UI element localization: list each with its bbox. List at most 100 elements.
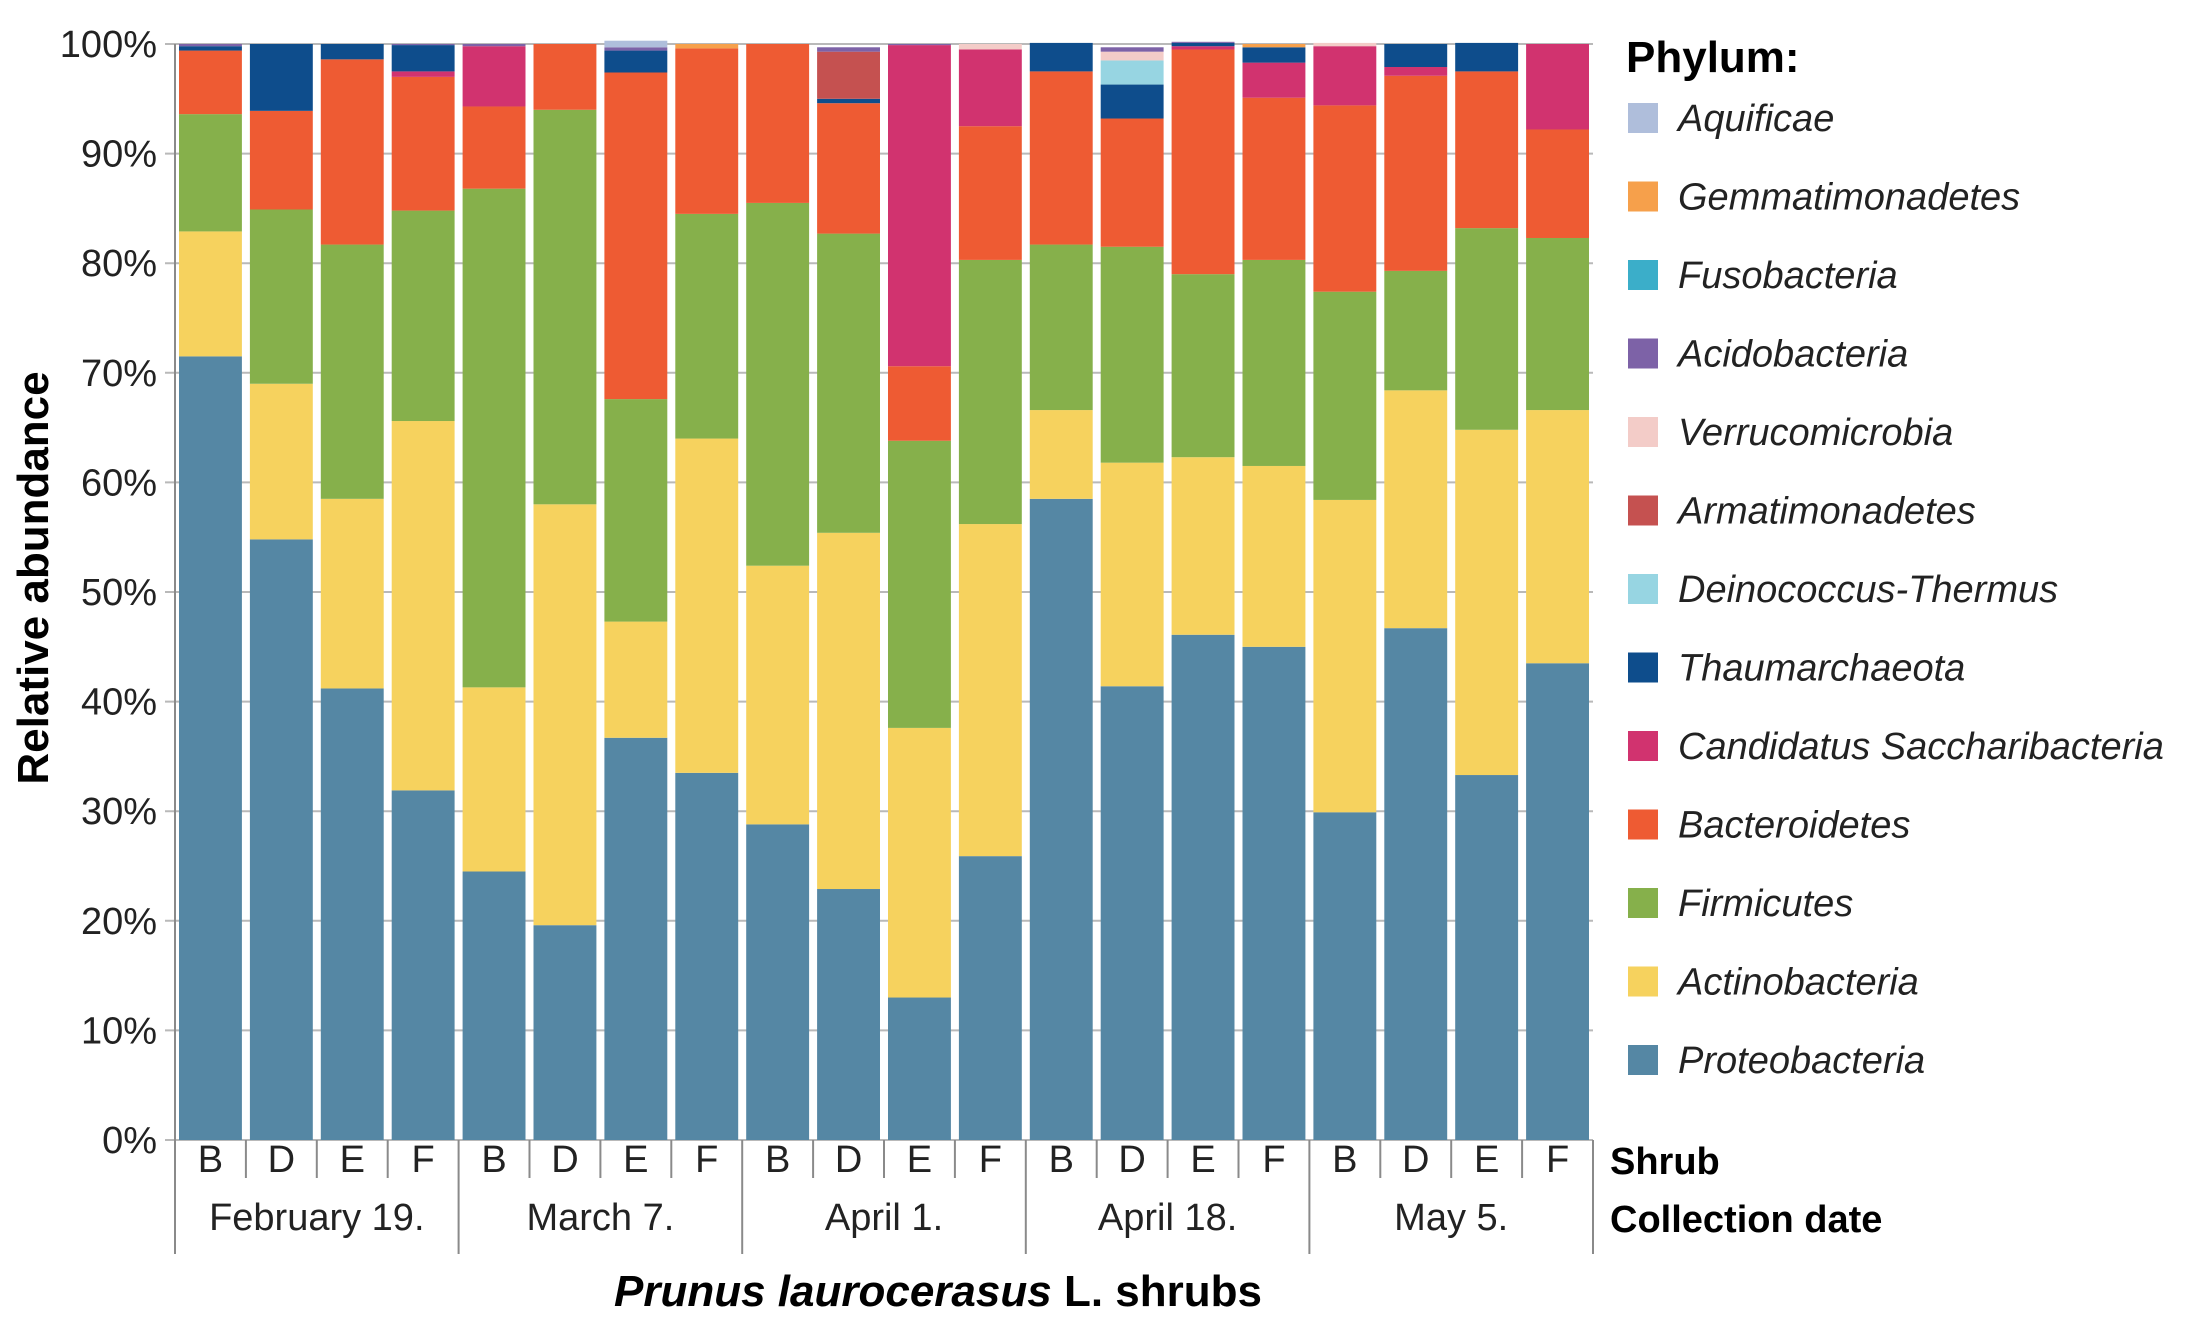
x-tick-label: F	[1546, 1139, 1569, 1181]
y-tick-label: 30%	[81, 791, 157, 833]
legend-label: Gemmatimonadetes	[1678, 177, 2020, 219]
bar-segment	[1384, 44, 1448, 68]
legend-label: Verrucomicrobia	[1678, 412, 1953, 454]
x-tick-label: E	[340, 1139, 365, 1181]
x-tick-label: F	[412, 1139, 435, 1181]
y-tick-label: 100%	[60, 24, 157, 66]
bar-segment	[888, 44, 951, 46]
bar-segment	[817, 103, 880, 234]
bar-segment	[462, 46, 526, 107]
bar-segment	[391, 44, 455, 46]
bar-segment	[462, 188, 526, 688]
y-tick-label: 80%	[81, 243, 157, 285]
bar-segment	[746, 824, 810, 1140]
x-tick-label: D	[268, 1139, 295, 1181]
x-axis: B D E F B D E F B D E F B D E F B D E F February 19. March 7.…	[174, 1139, 1882, 1254]
bar-segment	[179, 114, 242, 232]
bar-segment	[249, 209, 313, 384]
bar-segment	[1526, 410, 1589, 664]
bar-segment	[1242, 259, 1306, 466]
bar-segment	[1455, 775, 1519, 1140]
bar-segment	[1029, 71, 1093, 245]
x-tick-label: B	[481, 1139, 506, 1181]
bar-segment	[817, 47, 880, 52]
bar-segment	[533, 504, 597, 926]
bar-segment	[1029, 244, 1093, 411]
x-tick-label: B	[765, 1139, 790, 1181]
bar-segment	[1526, 44, 1589, 130]
bar-segment	[391, 76, 455, 211]
legend-label: Firmicutes	[1678, 883, 1853, 925]
bar-segment	[533, 925, 597, 1140]
bar-segment	[604, 621, 668, 738]
bar-segment	[1171, 46, 1235, 50]
legend-label: Bacteroidetes	[1678, 805, 1910, 847]
y-tick-label: 0%	[102, 1120, 157, 1162]
bar-segment	[817, 51, 880, 99]
legend-label: Actinobacteria	[1676, 962, 1919, 1004]
x-tick-label: D	[551, 1139, 578, 1181]
bar-segment	[888, 45, 951, 367]
bar-segment	[1100, 246, 1164, 463]
bar-segment	[1029, 498, 1093, 1141]
x-axis-title: Prunus laurocerasus L. shrubs	[614, 1267, 1262, 1316]
legend-label: Candidatus Saccharibacteria	[1678, 726, 2164, 768]
bar-segment	[320, 59, 384, 245]
bar-segment	[462, 44, 526, 47]
bar-segment	[604, 50, 668, 73]
bar-segment	[604, 399, 668, 622]
legend-label: Acidobacteria	[1676, 334, 1908, 376]
x-tick-label: E	[907, 1139, 932, 1181]
bar-segment	[179, 50, 242, 115]
legend-swatch	[1628, 731, 1658, 761]
bar-segment	[675, 772, 739, 1140]
bar-segment	[320, 688, 384, 1140]
y-tick-label: 70%	[81, 353, 157, 395]
bar-segment	[604, 72, 668, 400]
bar-segment	[604, 47, 668, 51]
legend-swatch	[1628, 574, 1658, 604]
bar-segment	[1455, 228, 1519, 430]
x-tick-label: F	[979, 1139, 1002, 1181]
bar-segment	[462, 106, 526, 189]
bar-segment	[1313, 812, 1377, 1140]
bar-segment	[1313, 42, 1377, 47]
bar-segment	[1313, 46, 1377, 106]
legend-swatch	[1628, 181, 1658, 212]
bar-segment	[675, 44, 739, 49]
legend-label: Fusobacteria	[1678, 255, 1898, 297]
bar-segment	[888, 997, 951, 1140]
bar-segment	[1029, 42, 1093, 72]
y-axis: 0% 10% 20% 30% 40% 50% 60% 70% 80% 90% 100%	[60, 24, 176, 1162]
bar-segment	[604, 737, 668, 1140]
bar-segment	[533, 109, 597, 505]
group-label: March 7.	[526, 1197, 674, 1239]
bar-segment	[675, 438, 739, 773]
bar-segment	[179, 44, 242, 47]
bar-segment	[1242, 465, 1306, 647]
bar-segment	[1242, 646, 1306, 1140]
bar-segment	[1171, 41, 1235, 43]
bar-segment	[1242, 62, 1306, 98]
bar-segment	[1313, 291, 1377, 500]
bar-segment	[249, 44, 313, 111]
x-tick-label: D	[1402, 1139, 1429, 1181]
bar-segment	[179, 231, 242, 357]
bar-segment	[958, 49, 1022, 127]
y-tick-label: 10%	[81, 1010, 157, 1052]
bar-segment	[1171, 274, 1235, 458]
bar-segment	[1455, 429, 1519, 776]
bar-segment	[817, 233, 880, 533]
bar-segment	[391, 421, 455, 791]
x-tick-label: D	[1118, 1139, 1145, 1181]
bar-segment	[1242, 44, 1306, 48]
x-tick-label: E	[1474, 1139, 1499, 1181]
bar-segment	[746, 202, 810, 566]
x-tick-label: F	[1262, 1139, 1285, 1181]
bar-segment	[391, 790, 455, 1140]
bar-segment	[1171, 457, 1235, 635]
bar-segment	[249, 539, 313, 1140]
bar-segment	[1171, 42, 1235, 47]
bar-segment	[1384, 270, 1448, 391]
